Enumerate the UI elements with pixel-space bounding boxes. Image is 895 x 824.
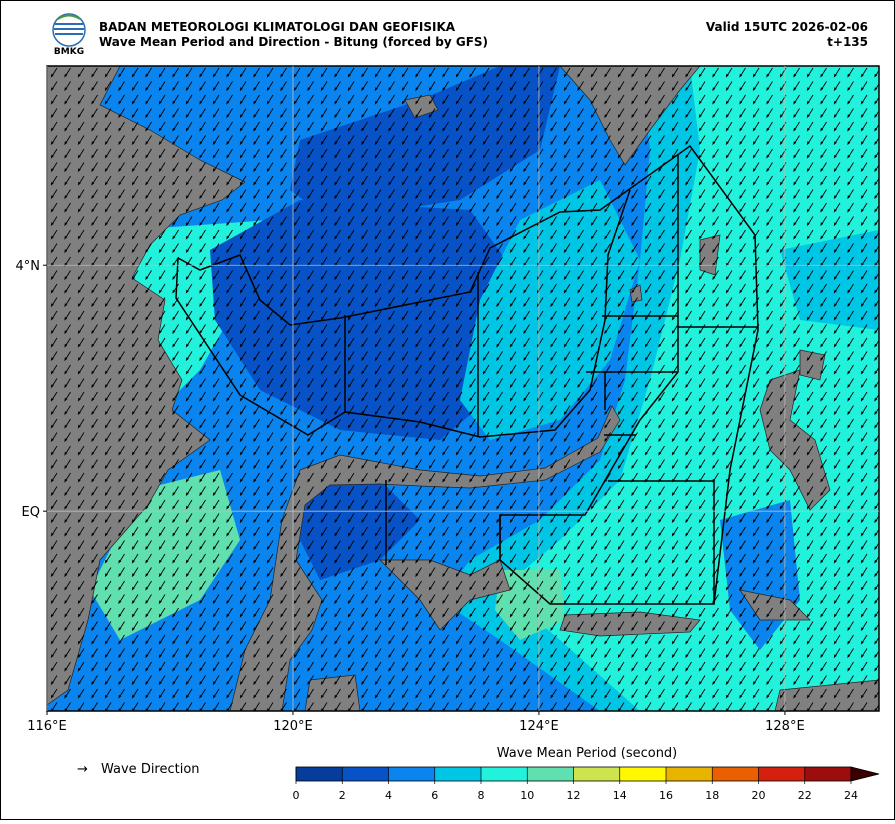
colorbar-tick-label: 22 xyxy=(798,789,812,802)
logo-text: BMKG xyxy=(54,47,84,57)
x-tick-label: 124°E xyxy=(519,719,559,734)
colorbar-tick-label: 14 xyxy=(613,789,627,802)
colorbar-tick-label: 24 xyxy=(844,789,858,802)
colorbar-title: Wave Mean Period (second) xyxy=(497,746,678,761)
direction-arrows xyxy=(47,66,879,711)
y-tick-label: 4°N xyxy=(16,259,41,274)
colorbar-tick-label: 4 xyxy=(385,789,392,802)
colorbar-bin xyxy=(619,767,666,781)
colorbar-tick-label: 2 xyxy=(339,789,346,802)
valid-time: Valid 15UTC 2026-02-06 xyxy=(706,20,868,34)
colorbar-bin xyxy=(434,767,481,781)
lead-time: t+135 xyxy=(827,35,868,49)
colorbar-bin xyxy=(296,767,343,781)
colorbar-bin xyxy=(573,767,620,781)
colorbar-tick-label: 8 xyxy=(478,789,485,802)
header-subtitle: Wave Mean Period and Direction - Bitung … xyxy=(99,35,488,49)
colorbar-tick-label: 18 xyxy=(705,789,719,802)
colorbar-tick-label: 0 xyxy=(293,789,300,802)
colorbar-tick-label: 16 xyxy=(659,789,673,802)
legend-label: Wave Direction xyxy=(101,762,200,777)
colorbar-bin xyxy=(342,767,389,781)
zone-boundaries xyxy=(175,144,759,605)
colorbar-bin xyxy=(527,767,574,781)
x-tick-label: 120°E xyxy=(273,719,313,734)
y-tick-label: EQ xyxy=(22,505,40,520)
x-tick-label: 128°E xyxy=(765,719,805,734)
colorbar-bin xyxy=(758,767,805,781)
colorbar-bin xyxy=(804,767,851,781)
logo xyxy=(52,13,86,47)
colorbar-tick-label: 10 xyxy=(520,789,534,802)
colorbar-tick-label: 12 xyxy=(567,789,581,802)
colorbar-bin xyxy=(481,767,528,781)
map xyxy=(47,66,879,711)
colorbar-bin xyxy=(712,767,759,781)
colorbar-bin xyxy=(666,767,713,781)
colorbar-bin xyxy=(388,767,435,781)
header-title: BADAN METEOROLOGI KLIMATOLOGI DAN GEOFIS… xyxy=(99,20,456,34)
colorbar-tick-label: 20 xyxy=(752,789,766,802)
colorbar-tick-label: 6 xyxy=(431,789,438,802)
x-tick-label: 116°E xyxy=(27,719,67,734)
legend-arrow: → xyxy=(77,762,88,777)
